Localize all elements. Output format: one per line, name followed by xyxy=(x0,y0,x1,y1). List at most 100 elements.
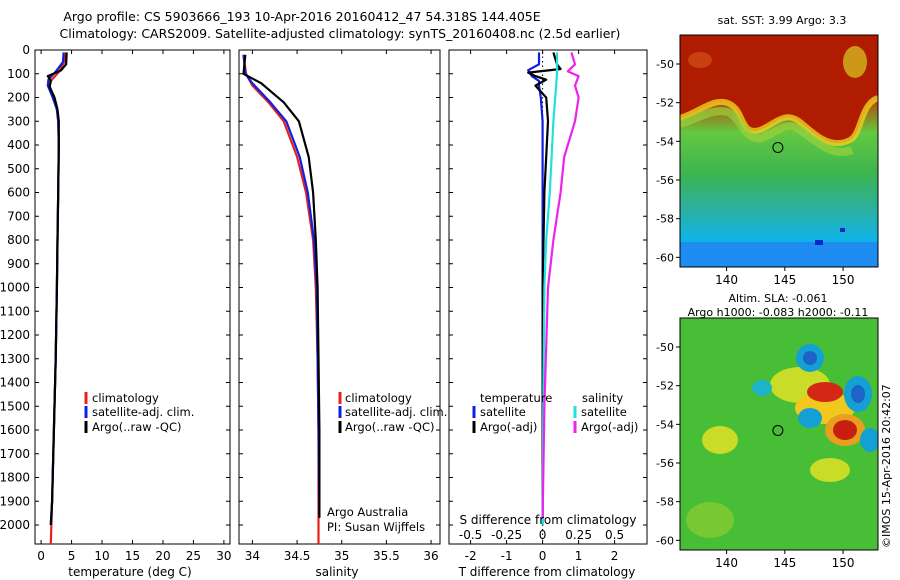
map-y-tick-label: -60 xyxy=(656,534,674,547)
y-tick-label: 1000 xyxy=(0,281,30,295)
legend-label-climatology: climatology xyxy=(345,391,412,405)
map-y-tick-label: -60 xyxy=(656,251,674,264)
y-tick-label: 1500 xyxy=(0,399,30,413)
x-tick-label: 35 xyxy=(334,549,349,563)
y-tick-label: 600 xyxy=(7,186,30,200)
s-tick-label: -0.25 xyxy=(491,528,522,542)
y-tick-label: 900 xyxy=(7,257,30,271)
y-tick-label: 1400 xyxy=(0,376,30,390)
y-tick-label: 1200 xyxy=(0,328,30,342)
map-y-tick-label: -50 xyxy=(656,58,674,71)
salinity-axes-frame xyxy=(238,49,441,545)
map-y-tick-label: -54 xyxy=(656,135,674,148)
temperature-axes-frame xyxy=(34,49,231,545)
y-tick-label: 100 xyxy=(7,67,30,81)
sst-map-title: sat. SST: 3.99 Argo: 3.3 xyxy=(718,14,847,27)
series-line-s-satellite xyxy=(541,52,559,526)
salinity-xlabel: salinity xyxy=(315,565,358,579)
legend-label-t-satellite: satellite xyxy=(480,405,526,419)
sla-map-panel: Altim. SLA: -0.061 Argo h1000: -0.083 h2… xyxy=(656,292,879,570)
sst-map-frame xyxy=(679,34,879,268)
map-y-tick-label: -50 xyxy=(656,341,674,354)
y-tick-label: 500 xyxy=(7,162,30,176)
figure-title-line1: Argo profile: CS 5903666_193 10-Apr-2016… xyxy=(63,9,540,24)
temperature-legend: climatology satellite-adj. clim. Argo(..… xyxy=(84,391,194,434)
legend-label-s-satellite: satellite xyxy=(581,405,627,419)
s-tick-label: -0.5 xyxy=(459,528,482,542)
map-x-tick-label: 150 xyxy=(832,556,855,570)
x-tick-label: 1 xyxy=(575,549,583,563)
y-tick-label: 1800 xyxy=(0,471,30,485)
map-y-tick-label: -54 xyxy=(656,418,674,431)
map-y-tick-label: -52 xyxy=(656,97,674,110)
y-tick-label: 800 xyxy=(7,233,30,247)
y-tick-label: 300 xyxy=(7,114,30,128)
map-y-tick-label: -56 xyxy=(656,457,674,470)
map-y-tick-label: -56 xyxy=(656,174,674,187)
legend-label-argo: Argo(..raw -QC) xyxy=(92,420,182,434)
sla-map-frame xyxy=(679,317,879,551)
salinity-legend: climatology satellite-adj. clim. Argo(..… xyxy=(338,391,447,434)
x-tick-label: 2 xyxy=(611,549,619,563)
x-tick-label: 15 xyxy=(125,549,140,563)
x-tick-label: 34.5 xyxy=(284,549,311,563)
imos-credit: ©IMOS 15-Apr-2016 20:42:07 xyxy=(880,384,893,548)
series-line-s-argo-adj xyxy=(541,52,580,518)
annotation-pi: PI: Susan Wijffels xyxy=(327,520,425,534)
x-tick-label: 36 xyxy=(423,549,438,563)
y-tick-label: 1900 xyxy=(0,494,30,508)
x-tick-label: 25 xyxy=(186,549,201,563)
y-tick-label: 700 xyxy=(7,209,30,223)
y-tick-label: 1700 xyxy=(0,447,30,461)
difference-legend-temperature: temperature satellite Argo(-adj) xyxy=(472,391,552,434)
s-tick-label: 0.25 xyxy=(565,528,592,542)
map-x-tick-label: 140 xyxy=(715,273,738,287)
sst-map-image xyxy=(680,35,878,267)
y-tick-label: 2000 xyxy=(0,518,30,532)
x-tick-label: 5 xyxy=(68,549,76,563)
map-y-tick-label: -58 xyxy=(656,496,674,509)
map-y-tick-label: -52 xyxy=(656,380,674,393)
temperature-panel: 0100200300400500600700800900100011001200… xyxy=(0,43,232,579)
y-tick-label: 1100 xyxy=(0,304,30,318)
legend-label-s-argo: Argo(-adj) xyxy=(581,420,638,434)
sla-map-title-line1: Altim. SLA: -0.061 xyxy=(728,292,827,305)
map-x-tick-label: 150 xyxy=(832,273,855,287)
sla-map-title-line2: Argo h1000: -0.083 h2000: -0.11 xyxy=(688,306,869,319)
map-x-tick-label: 145 xyxy=(773,273,796,287)
legend-label-satellite-adj: satellite-adj. clim. xyxy=(92,405,194,419)
x-tick-label: 35.5 xyxy=(373,549,400,563)
map-y-tick-label: -58 xyxy=(656,213,674,226)
annotation-argo-australia: Argo Australia xyxy=(327,505,408,519)
x-tick-label: 20 xyxy=(155,549,170,563)
series-line-argo-raw-qc xyxy=(242,54,321,518)
s-tick-label: 0.5 xyxy=(605,528,624,542)
legend-label-climatology: climatology xyxy=(92,391,159,405)
figure-title-line2: Climatology: CARS2009. Satellite-adjuste… xyxy=(60,26,621,41)
x-tick-label: -1 xyxy=(501,549,513,563)
sla-map-image xyxy=(680,318,878,550)
difference-xlabel-top: S difference from climatology xyxy=(460,513,637,527)
x-tick-label: 0 xyxy=(37,549,45,563)
y-tick-label: 200 xyxy=(7,91,30,105)
x-tick-label: 34 xyxy=(245,549,260,563)
legend-label-t-argo: Argo(-adj) xyxy=(480,420,537,434)
map-x-tick-label: 145 xyxy=(773,556,796,570)
legend-label-satellite-adj: satellite-adj. clim. xyxy=(345,405,447,419)
x-tick-label: 0 xyxy=(539,549,547,563)
argo-location-marker xyxy=(772,141,784,153)
salinity-panel: 34 34.5 35 35.5 36 salinity climatology sate… xyxy=(238,49,447,579)
y-tick-label: 400 xyxy=(7,138,30,152)
x-tick-label: -2 xyxy=(465,549,477,563)
y-tick-label: 1300 xyxy=(0,352,30,366)
series-line-argo-raw-qc xyxy=(46,52,68,526)
legend-label-argo: Argo(..raw -QC) xyxy=(345,420,435,434)
y-tick-label: 0 xyxy=(22,43,30,57)
difference-xlabel: T difference from climatology xyxy=(458,565,636,579)
x-tick-label: 10 xyxy=(94,549,109,563)
sst-map-panel: sat. SST: 3.99 Argo: 3.3 -50 -52 -54 -56 -58… xyxy=(656,14,879,287)
difference-legend-salinity: salinity satellite Argo(-adj) xyxy=(573,391,638,434)
temperature-xlabel: temperature (deg C) xyxy=(68,565,191,579)
